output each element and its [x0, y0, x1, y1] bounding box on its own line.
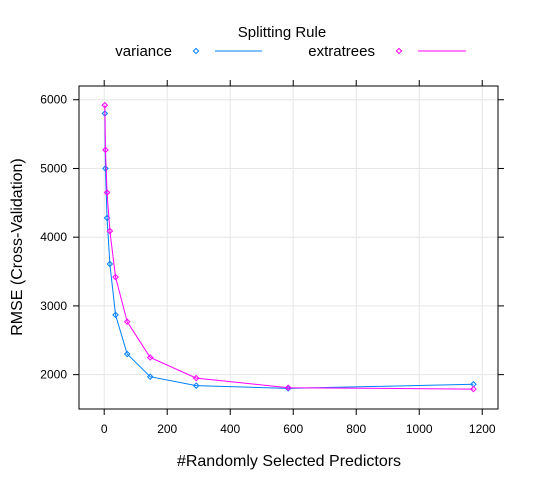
legend-title: Splitting Rule [238, 24, 326, 41]
series-variance [101, 110, 477, 392]
data-point-variance [123, 350, 131, 358]
data-point-extratrees [112, 273, 119, 281]
x-tick-label: 0 [101, 422, 108, 436]
plot-frame [78, 85, 499, 410]
legend-item-extratrees: extratrees [308, 43, 466, 60]
x-tick-label: 1200 [469, 422, 496, 436]
x-tick-label: 800 [346, 422, 366, 436]
data-point-extratrees [102, 146, 109, 154]
y-tick-label: 2000 [40, 368, 67, 382]
y-tick-label: 5000 [40, 161, 67, 175]
legend-label: variance [115, 43, 172, 60]
x-tick-label: 200 [157, 422, 177, 436]
y-tick-label: 4000 [40, 230, 67, 244]
data-point-variance [102, 165, 109, 172]
data-point-extratrees [192, 374, 200, 382]
data-point-variance [106, 260, 114, 268]
legend-marker [395, 47, 403, 55]
data-point-extratrees [123, 318, 131, 326]
x-axis-label: #Randomly Selected Predictors [177, 453, 401, 470]
legend-marker [192, 47, 200, 55]
series-line-variance [104, 113, 474, 389]
series-extratrees [101, 101, 477, 393]
data-point-variance [192, 382, 200, 389]
y-tick-label: 3000 [40, 299, 67, 313]
data-point-extratrees [284, 384, 292, 392]
data-point-extratrees [101, 101, 109, 109]
legend-item-variance: variance [115, 43, 262, 60]
x-tick-label: 400 [220, 422, 240, 436]
x-tick-label: 600 [283, 422, 303, 436]
series-line-extratrees [104, 105, 474, 390]
data-point-extratrees [146, 354, 154, 361]
data-point-extratrees [106, 227, 114, 235]
plot-panel: 0 200 400 600 800 1000 1200 2000 3000 4000 5000 600… [40, 80, 504, 436]
x-tick-label: 1000 [406, 422, 433, 436]
data-point-variance [112, 311, 119, 319]
data-point-extratrees [103, 189, 111, 196]
legend: Splitting Rule variance extratrees [115, 24, 466, 60]
y-axis-label: RMSE (Cross-Validation) [9, 158, 26, 336]
data-point-extratrees [470, 385, 477, 393]
data-point-variance [146, 373, 154, 381]
legend-label: extratrees [308, 43, 375, 60]
y-tick-label: 6000 [40, 93, 67, 107]
